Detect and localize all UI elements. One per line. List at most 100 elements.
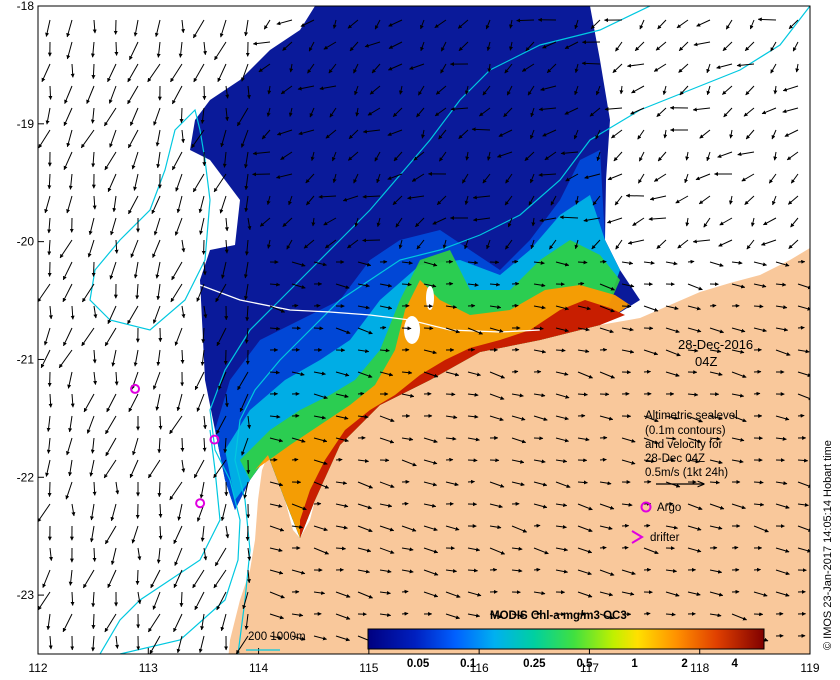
velocity-arrow	[744, 41, 755, 52]
velocity-arrow	[753, 261, 767, 267]
contour-200m	[234, 6, 810, 654]
time-label: 04Z	[695, 354, 717, 369]
velocity-arrow	[577, 525, 593, 532]
velocity-arrow	[357, 414, 369, 419]
velocity-arrow	[173, 525, 183, 545]
velocity-arrow	[68, 415, 73, 433]
velocity-arrow	[239, 393, 249, 413]
velocity-arrow	[653, 63, 667, 72]
velocity-arrow	[362, 238, 381, 243]
velocity-arrow	[420, 19, 425, 30]
velocity-arrow	[773, 151, 778, 161]
velocity-arrow	[665, 327, 680, 334]
velocity-arrow	[313, 547, 329, 555]
velocity-arrow	[177, 503, 183, 521]
velocity-arrow	[716, 63, 733, 70]
y-tick-label: -23	[17, 588, 35, 602]
velocity-arrow	[555, 547, 568, 552]
velocity-arrow	[155, 393, 161, 411]
velocity-arrow	[379, 348, 390, 353]
velocity-arrow	[311, 217, 316, 227]
velocity-arrow	[687, 437, 702, 444]
velocity-arrow	[215, 283, 227, 303]
velocity-arrow	[709, 459, 723, 465]
velocity-arrow	[458, 129, 469, 139]
velocity-arrow	[89, 459, 95, 477]
velocity-arrow	[313, 437, 328, 443]
velocity-arrow	[216, 415, 227, 435]
velocity-arrow	[416, 107, 425, 118]
velocity-arrow	[706, 85, 711, 96]
velocity-arrow	[357, 591, 373, 599]
velocity-arrow	[155, 129, 161, 147]
velocity-arrow	[457, 19, 469, 29]
velocity-arrow	[48, 393, 53, 408]
velocity-arrow	[70, 591, 75, 606]
velocity-arrow	[521, 63, 535, 72]
velocity-arrow	[269, 370, 280, 375]
velocity-arrow	[729, 129, 734, 139]
velocity-arrow	[43, 327, 51, 346]
velocity-arrow	[88, 217, 95, 236]
velocity-arrow	[643, 349, 659, 356]
velocity-arrow	[797, 393, 810, 401]
velocity-arrow	[687, 305, 701, 311]
velocity-arrow	[440, 63, 447, 74]
velocity-arrow	[577, 392, 588, 397]
velocity-arrow	[753, 283, 767, 288]
velocity-arrow	[564, 41, 579, 50]
velocity-arrow	[156, 349, 161, 366]
velocity-arrow	[657, 151, 667, 162]
velocity-arrow	[128, 195, 139, 215]
velocity-arrow	[147, 63, 161, 83]
velocity-arrow	[127, 63, 139, 83]
velocity-arrow	[388, 41, 403, 49]
velocity-arrow	[289, 63, 294, 73]
velocity-arrow	[158, 415, 163, 430]
velocity-arrow	[577, 591, 593, 598]
velocity-arrow	[355, 107, 360, 117]
velocity-arrow	[555, 371, 569, 376]
velocity-arrow	[303, 239, 315, 249]
velocity-arrow	[313, 635, 327, 641]
velocity-arrow	[775, 282, 787, 287]
velocity-arrow	[773, 85, 778, 95]
velocity-arrow	[775, 569, 790, 576]
velocity-arrow	[445, 591, 461, 598]
velocity-arrow	[445, 481, 459, 487]
velocity-arrow	[291, 371, 305, 377]
velocity-arrow	[632, 217, 645, 227]
velocity-arrow	[313, 525, 328, 532]
velocity-arrow	[434, 19, 447, 29]
velocity-arrow	[761, 107, 777, 115]
velocity-arrow	[105, 415, 117, 435]
velocity-arrow	[458, 41, 469, 52]
velocity-arrow	[750, 217, 755, 227]
velocity-arrow	[489, 393, 505, 400]
velocity-arrow	[489, 503, 503, 509]
velocity-arrow	[753, 304, 764, 309]
velocity-arrow	[770, 63, 777, 74]
velocity-arrow	[171, 85, 183, 105]
velocity-arrow	[194, 371, 205, 391]
velocity-arrow	[153, 107, 161, 126]
velocity-arrow	[687, 591, 701, 597]
velocity-arrow	[533, 393, 546, 398]
velocity-arrow	[555, 503, 568, 508]
velocity-arrow	[171, 151, 183, 171]
velocity-arrow	[782, 85, 799, 92]
velocity-arrow	[245, 305, 250, 322]
velocity-arrow	[472, 195, 491, 200]
velocity-arrow	[335, 525, 348, 530]
velocity-arrow	[313, 303, 321, 308]
velocity-arrow	[342, 195, 359, 202]
velocity-arrow	[709, 525, 723, 530]
velocity-arrow	[423, 525, 438, 532]
velocity-arrow	[615, 239, 623, 250]
velocity-arrow	[192, 19, 205, 39]
velocity-arrow	[574, 19, 579, 30]
velocity-arrow	[308, 41, 315, 52]
velocity-arrow	[465, 151, 470, 161]
velocity-arrow	[445, 392, 456, 397]
velocity-arrow	[577, 569, 592, 576]
